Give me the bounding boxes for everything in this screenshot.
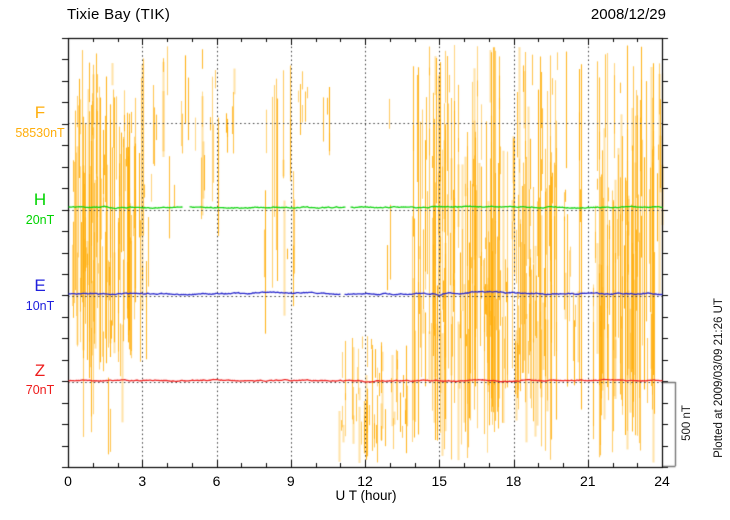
series-label-e: E <box>34 276 46 295</box>
x-tick-label-18: 18 <box>505 473 522 489</box>
series-offset-f: 58530nT <box>15 126 65 140</box>
x-tick-label-15: 15 <box>431 473 448 489</box>
x-tick-label-3: 3 <box>138 473 147 489</box>
series-offset-e: 10nT <box>25 299 55 313</box>
x-axis-label: U T (hour) <box>335 488 397 503</box>
x-tick-label-21: 21 <box>579 473 596 489</box>
series-offset-z: 70nT <box>25 383 55 397</box>
series-label-f: F <box>34 103 46 122</box>
series-offset-h: 20nT <box>25 213 55 227</box>
plot-timestamp: Plotted at 2009/03/09 21:26 UT <box>713 298 725 458</box>
series-label-h: H <box>33 190 47 209</box>
page-title: Tixie Bay (TIK) <box>67 6 171 23</box>
x-tick-label-0: 0 <box>64 473 72 489</box>
series-label-z: Z <box>34 361 46 380</box>
x-tick-label-24: 24 <box>654 473 670 489</box>
x-tick-label-12: 12 <box>357 473 373 489</box>
x-tick-label-9: 9 <box>286 473 295 489</box>
date-label: 2008/12/29 <box>590 6 666 23</box>
scale-bar-label: 500 nT <box>681 405 693 441</box>
x-tick-label-6: 6 <box>212 473 221 489</box>
